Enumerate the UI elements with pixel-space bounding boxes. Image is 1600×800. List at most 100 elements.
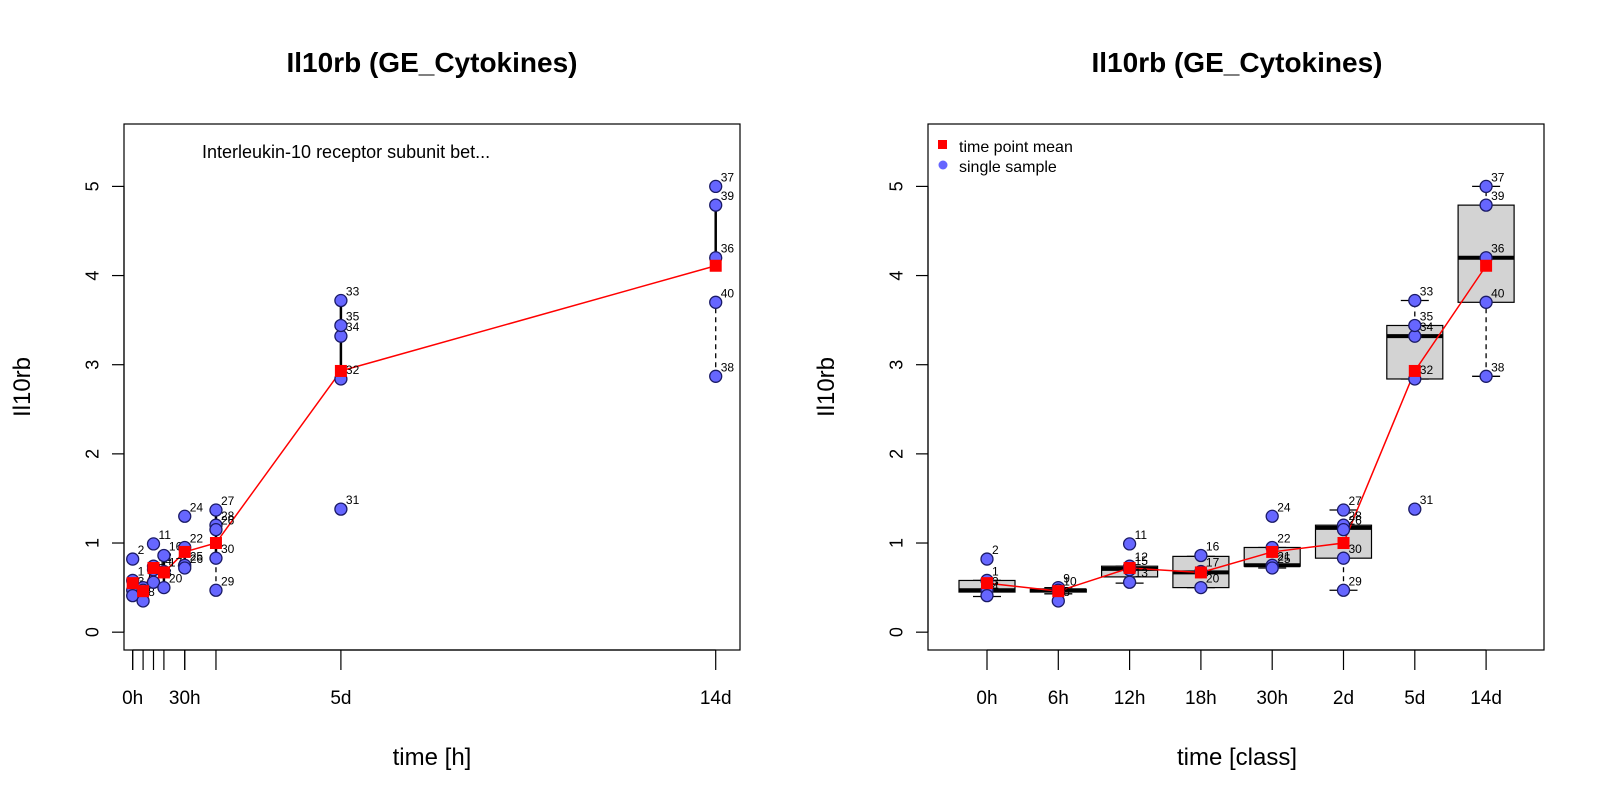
left-sample-label: 25 (190, 549, 204, 563)
right-sample-point (1408, 293, 1422, 308)
right-sample-label: 2 (992, 543, 999, 557)
left-sample-point (709, 198, 723, 212)
right-sample-label: 13 (1135, 566, 1149, 580)
left-sample-label: 8 (148, 585, 155, 599)
left-panel: Il10rb (GE_Cytokines) time [h] Il10rb In… (9, 47, 741, 771)
left-sample-label: 26 (221, 514, 235, 528)
right-mean-line (986, 265, 1487, 592)
right-plot-frame (927, 123, 1545, 651)
left-x-tick-label: 0h (122, 688, 143, 709)
right-sample-label: 30 (1349, 542, 1363, 556)
left-sample-point (157, 580, 171, 595)
left-sample-label: 40 (721, 286, 735, 300)
left-y-tick-label: 4 (83, 271, 103, 281)
left-sample-label: 31 (346, 493, 360, 507)
left-sample-point (209, 503, 223, 517)
right-chart-title: Il10rb (GE_Cytokines) (1092, 47, 1383, 78)
left-y-tick-label: 1 (83, 538, 103, 548)
right-sample-label: 4 (992, 580, 999, 594)
left-sample-label: 1 (138, 564, 145, 578)
legend-sample-label: single sample (959, 159, 1057, 176)
right-sample-label: 37 (1491, 170, 1505, 184)
left-sample-label: 32 (346, 363, 360, 377)
left-sample-point (178, 561, 192, 575)
right-sample-label: 24 (1277, 500, 1291, 514)
legend-mean-marker (938, 140, 947, 149)
right-sample-label: 34 (1420, 320, 1434, 334)
left-sample-label: 26 (190, 552, 204, 566)
left-plot-marks: 0123450h30h5d14d123456811121314161720222… (83, 170, 735, 709)
left-sample-point (334, 318, 348, 333)
left-sample-point (709, 369, 723, 383)
left-sample-label: 36 (721, 242, 735, 256)
left-sample-label: 34 (346, 320, 360, 334)
right-sample-point (1408, 318, 1422, 333)
left-sample-label: 35 (346, 309, 360, 323)
right-y-tick-label: 1 (887, 538, 907, 548)
left-sample-label: 37 (721, 170, 735, 184)
right-sample-label: 26 (1349, 514, 1363, 528)
right-sample-point (1336, 503, 1351, 517)
right-panel: Il10rb (GE_Cytokines) time [class] Il10r… (813, 47, 1545, 771)
left-sample-label: 27 (221, 494, 235, 508)
right-sample-label: 40 (1491, 286, 1505, 300)
right-sample-label: 16 (1206, 539, 1220, 553)
left-sample-label: 29 (221, 574, 235, 588)
left-sample-point (126, 552, 140, 566)
left-sample-label: 20 (169, 572, 183, 586)
right-sample-label: 11 (1135, 528, 1148, 542)
left-mean-marker (334, 364, 347, 377)
right-y-tick-label: 3 (887, 360, 907, 370)
right-sample-point (1194, 548, 1208, 563)
right-sample-label: 25 (1277, 552, 1291, 566)
right-y-tick-label: 0 (887, 627, 907, 637)
right-sample-label: 39 (1491, 189, 1505, 203)
right-mean-marker (1194, 566, 1207, 579)
right-sample-point (980, 588, 994, 603)
left-sample-label: 24 (190, 500, 204, 514)
right-sample-label: 15 (1135, 554, 1149, 568)
right-sample-label: 12 (1135, 550, 1149, 564)
legend-sample-marker (938, 160, 948, 170)
left-annotation: Interleukin-10 receptor subunit bet... (202, 142, 490, 162)
right-sample-point (1479, 295, 1493, 309)
left-mean-marker (709, 259, 722, 272)
left-sample-point (157, 548, 171, 563)
right-sample-label: 33 (1420, 285, 1434, 299)
left-sample-point (178, 509, 192, 523)
right-x-tick-label: 18h (1185, 688, 1217, 709)
right-mean-marker (1337, 537, 1350, 550)
right-sample-point (1479, 369, 1493, 383)
left-mean-marker (209, 537, 222, 550)
left-y-tick-label: 5 (83, 181, 103, 191)
right-sample-point (1336, 551, 1351, 565)
right-sample-point (1408, 502, 1422, 516)
right-sample-label: 8 (1063, 585, 1070, 599)
left-y-tick-label: 2 (83, 449, 103, 459)
right-sample-label: 29 (1349, 574, 1363, 588)
left-x-axis-label: time [h] (393, 744, 472, 771)
right-x-tick-label: 2d (1333, 688, 1354, 709)
right-sample-label: 9 (1063, 572, 1070, 586)
right-mean-marker (981, 577, 993, 590)
right-sample-label: 28 (1349, 509, 1363, 523)
right-x-tick-label: 0h (976, 688, 997, 709)
right-sample-label: 10 (1063, 574, 1077, 588)
left-sample-point (334, 502, 348, 516)
right-y-axis-label: Il10rb (813, 357, 840, 417)
right-sample-label: 35 (1420, 309, 1434, 323)
right-x-tick-label: 5d (1404, 688, 1425, 709)
left-mean-marker (147, 561, 160, 574)
right-mean-marker (1052, 585, 1065, 598)
right-sample-point (1479, 179, 1493, 194)
left-sample-label: 33 (346, 285, 360, 299)
right-sample-label: 27 (1349, 494, 1363, 508)
left-x-tick-label: 5d (330, 688, 351, 709)
right-y-tick-label: 2 (887, 449, 907, 459)
left-mean-marker (126, 577, 139, 590)
right-sample-label: 32 (1420, 363, 1434, 377)
right-x-axis-label: time [class] (1177, 744, 1297, 771)
right-sample-label: 17 (1206, 556, 1220, 570)
